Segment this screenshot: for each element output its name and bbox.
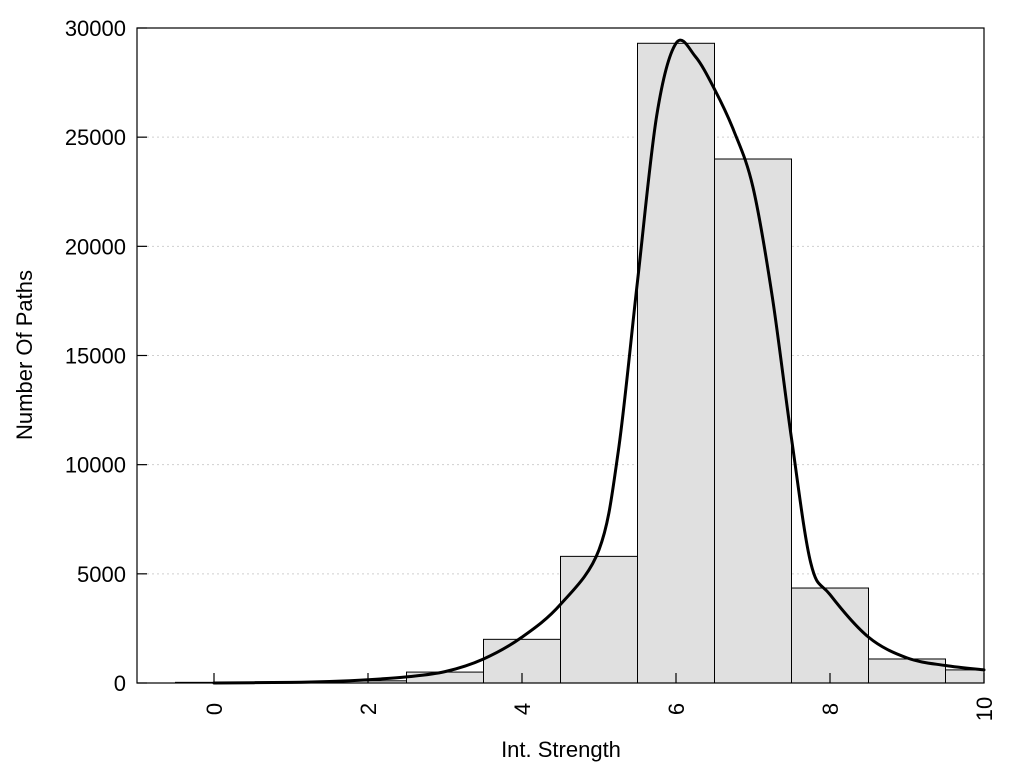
x-axis-label: Int. Strength <box>501 737 621 762</box>
bar-3 <box>406 671 484 684</box>
density-curve <box>212 38 986 685</box>
density-curve-layer <box>212 38 986 685</box>
x-tick-label-4: 4 <box>510 703 535 715</box>
y-tick-label-10000: 10000 <box>65 453 126 478</box>
bar-10 <box>945 669 985 684</box>
y-tick-label-25000: 25000 <box>65 125 126 150</box>
x-tick-label-8: 8 <box>818 703 843 715</box>
grid-layer <box>137 136 984 575</box>
bar-8 <box>791 587 869 684</box>
x-tick-label-6: 6 <box>664 703 689 715</box>
bar-6 <box>637 42 715 684</box>
y-tick-label-5000: 5000 <box>77 562 126 587</box>
bar-7 <box>714 158 792 684</box>
x-tick-label-10: 10 <box>972 697 997 721</box>
y-tick-label-30000: 30000 <box>65 16 126 41</box>
y-tick-label-15000: 15000 <box>65 344 126 369</box>
x-ticks-layer: 0 2 4 6 8 10 <box>202 673 997 721</box>
y-axis-label: Number Of Paths <box>12 270 37 440</box>
bar-5 <box>560 555 638 684</box>
x-tick-label-2: 2 <box>356 703 381 715</box>
y-ticks-layer: 0 5000 10000 15000 20000 25000 30000 <box>65 16 147 696</box>
y-tick-label-20000: 20000 <box>65 234 126 259</box>
y-tick-label-0: 0 <box>114 671 126 696</box>
bars-layer <box>175 42 985 684</box>
x-tick-label-0: 0 <box>202 703 227 715</box>
